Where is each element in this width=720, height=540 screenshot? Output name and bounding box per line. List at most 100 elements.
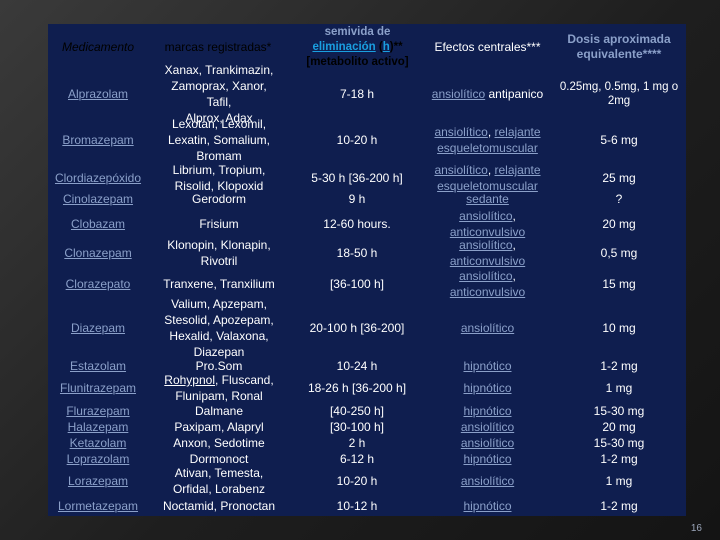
drug-link[interactable]: Lorazepam xyxy=(67,474,129,488)
drug-link[interactable]: Cinolazepam xyxy=(62,192,134,206)
half-life-value: 6-12 h xyxy=(339,452,375,466)
header-half-life-link[interactable]: eliminación xyxy=(312,40,376,53)
half-life-value: 12-60 hours. xyxy=(323,217,391,231)
half-life-value: 18-26 h [36-200 h] xyxy=(307,381,407,395)
table-cell-drug[interactable]: Lorazepam xyxy=(48,467,148,495)
table-cell-half-life: [36-100 h] xyxy=(288,268,426,300)
table-panel xyxy=(48,24,686,516)
drug-link[interactable]: Diazepam xyxy=(70,321,126,335)
brand-link[interactable]: Rohypnol xyxy=(164,373,215,387)
effect-link[interactable]: relajante xyxy=(494,163,541,177)
effect-line: ansiolítico, xyxy=(459,237,516,253)
table-cell-half-life: 20-100 h [36-200] xyxy=(288,300,426,356)
brands-value: Hexalid, Valaxona, xyxy=(169,329,269,343)
drug-link[interactable]: Bromazepam xyxy=(62,133,134,147)
dose-value: 0.25mg, 0.5mg, 1 mg o xyxy=(559,81,679,93)
effect-link[interactable]: ansiolítico xyxy=(431,87,486,101)
effect-link[interactable]: ansiolítico xyxy=(459,209,513,223)
table-cell-drug[interactable]: Flunitrazepam xyxy=(48,374,148,402)
table-cell-drug[interactable]: Clordiazepóxido xyxy=(48,163,148,193)
table-cell-drug[interactable]: Cinolazepam xyxy=(48,190,148,208)
effect-link[interactable]: ansiolítico xyxy=(460,436,515,450)
table-cell-dose: 15 mg xyxy=(553,268,685,300)
effect-link[interactable]: hipnótico xyxy=(463,404,512,418)
table-cell-drug[interactable]: Bromazepam xyxy=(48,117,148,163)
drug-link[interactable]: Estazolam xyxy=(69,359,127,373)
effect-link[interactable]: esqueletomuscular xyxy=(437,179,538,193)
effect-link[interactable]: ansiolítico xyxy=(434,163,488,177)
table-cell-drug[interactable]: Lormetazepam xyxy=(48,495,148,517)
brand-text: , Fluscand, xyxy=(215,373,274,387)
drug-link[interactable]: Clordiazepóxido xyxy=(54,171,142,185)
half-life-value: [40-250 h] xyxy=(329,404,385,418)
brands-value: Gerodorm xyxy=(191,192,247,206)
table-cell-dose: 5-6 mg xyxy=(553,117,685,163)
header-dose: Dosis aproximada equivalente**** xyxy=(567,32,671,61)
table-cell-brands: Ativan, Temesta, Orfidal, Lorabenz xyxy=(158,466,280,496)
brands-value: Tranxene, Tranxilium xyxy=(163,277,275,291)
brands-value: Dalmane xyxy=(194,404,244,418)
drug-link[interactable]: Halazepam xyxy=(67,420,129,434)
table-cell-brands: Gerodorm xyxy=(158,190,280,208)
drug-link[interactable]: Clobazam xyxy=(70,217,126,231)
dose-value: 15-30 mg xyxy=(593,404,645,418)
drug-link[interactable]: Lormetazepam xyxy=(57,499,139,513)
table-cell-dose: 1 mg xyxy=(553,374,685,402)
table-cell-drug[interactable]: Clobazam xyxy=(48,208,148,240)
effect-link[interactable]: ansiolítico xyxy=(460,420,515,434)
table-cell-effects: sedante xyxy=(425,190,550,208)
effect-link[interactable]: anticonvulsivo xyxy=(449,285,526,299)
table-cell-dose: 25 mg xyxy=(553,163,685,193)
drug-link[interactable]: Ketazolam xyxy=(69,436,127,450)
table-cell-half-life: [40-250 h] [30-100 h] 2 h 6-12 h xyxy=(288,403,426,467)
effect-line: ansiolítico, xyxy=(459,268,516,284)
dose-value: 1-2 mg xyxy=(600,452,638,466)
effect-text: , xyxy=(512,238,516,252)
drug-link[interactable]: Flunitrazepam xyxy=(59,381,137,395)
dose-value: 1-2 mg xyxy=(600,499,638,513)
dose-value: 15-30 mg xyxy=(593,436,645,450)
header-half-life: semivida de eliminación (h)** [metabolit… xyxy=(290,24,425,70)
effect-link[interactable]: ansiolítico xyxy=(434,125,488,139)
effect-link[interactable]: hipnótico xyxy=(463,381,512,395)
effect-link[interactable]: esqueletomuscular xyxy=(437,141,538,155)
table-cell-drug[interactable]: Diazepam xyxy=(48,300,148,356)
header-half-life-line3: [metabolito activo] xyxy=(306,55,409,68)
table-cell-drug[interactable]: Alprazolam xyxy=(48,70,148,118)
effect-link[interactable]: hipnótico xyxy=(463,359,512,373)
table-cell-drug[interactable]: Clorazepato xyxy=(48,268,148,300)
drug-link[interactable]: Loprazolam xyxy=(66,452,130,466)
table-cell-drug[interactable]: Clonazepam xyxy=(48,237,148,269)
effect-link[interactable]: ansiolítico xyxy=(459,269,513,283)
drug-link[interactable]: Clonazepam xyxy=(64,246,132,260)
effect-link[interactable]: hipnótico xyxy=(463,499,512,513)
table-cell-half-life: 18-50 h xyxy=(288,237,426,269)
brands-value: Diazepan xyxy=(193,345,245,359)
page-number: 16 xyxy=(690,523,702,534)
dose-value: 15 mg xyxy=(602,277,636,291)
dose-value: 2mg xyxy=(607,95,631,107)
effect-link[interactable]: relajante xyxy=(494,125,541,139)
effect-link[interactable]: ansiolítico xyxy=(459,238,513,252)
effect-link[interactable]: sedante xyxy=(466,192,509,206)
table-cell-effects: hipnótico xyxy=(425,495,550,517)
effect-link[interactable]: ansiolítico xyxy=(460,474,515,488)
effect-link[interactable]: anticonvulsivo xyxy=(449,254,526,268)
table-cell-drug[interactable]: Estazolam xyxy=(48,357,148,375)
header-half-life-h-link[interactable]: h xyxy=(382,40,390,53)
table-cell-half-life: 10-20 h xyxy=(288,117,426,163)
table-cell-half-life: 12-60 hours. xyxy=(288,208,426,240)
drug-link[interactable]: Clorazepato xyxy=(65,277,131,291)
effect-line: hipnótico xyxy=(463,451,511,467)
effect-link[interactable]: anticonvulsivo xyxy=(449,225,526,239)
drug-link[interactable]: Flurazepam xyxy=(66,404,130,418)
effect-link[interactable]: hipnótico xyxy=(463,452,512,466)
table-cell-effects: ansiolítico xyxy=(425,467,550,495)
table-cell-drug[interactable]: Flurazepam Halazepam Ketazolam Loprazolam xyxy=(48,403,148,467)
effect-link[interactable]: ansiolítico xyxy=(460,321,515,335)
header-drug: Medicamento xyxy=(61,40,135,54)
dose-value: 1 mg xyxy=(605,381,633,395)
drug-link[interactable]: Alprazolam xyxy=(67,87,129,101)
table-cell-dose: 10 mg xyxy=(553,300,685,356)
dose-value: 1-2 mg xyxy=(600,359,638,373)
